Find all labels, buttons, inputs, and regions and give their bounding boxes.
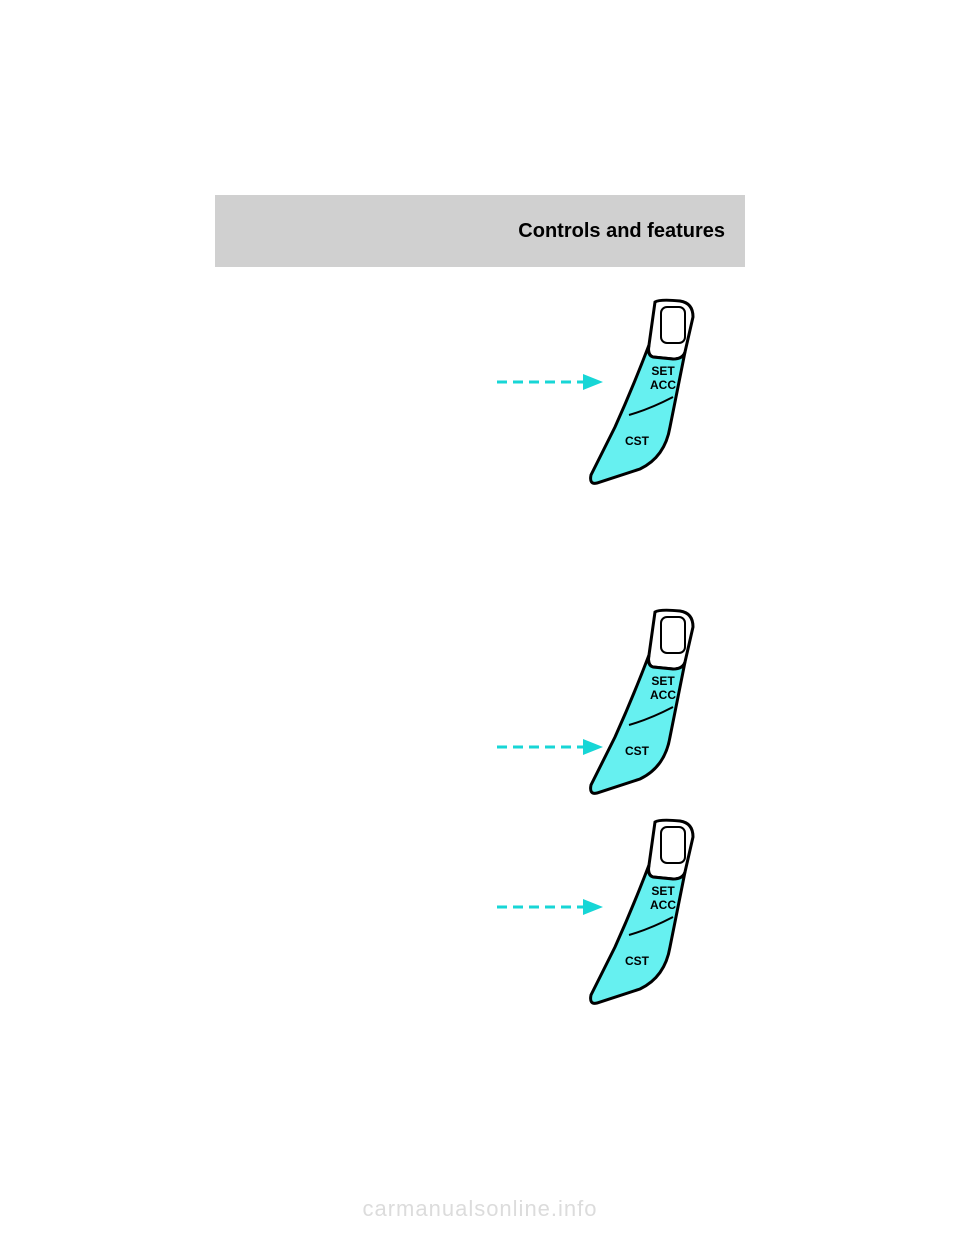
- lever-label-bottom: CST: [625, 744, 650, 758]
- lever-label-bottom: CST: [625, 434, 650, 448]
- section-header: Controls and features: [215, 195, 745, 267]
- cruise-lever-2: SETACC CST: [585, 607, 715, 797]
- lever-label-top: ACC: [650, 898, 676, 912]
- content-wrap: Controls and features SETACCCSTSETACCCST…: [215, 195, 745, 297]
- watermark-text: carmanualsonline.info: [0, 1196, 960, 1222]
- lever-label-top: ACC: [650, 688, 676, 702]
- lever-label-top: SET: [651, 884, 675, 898]
- lever-label-bottom: CST: [625, 954, 650, 968]
- pointer-arrow-1: [495, 370, 605, 394]
- lever-label-top: SET: [651, 674, 675, 688]
- body-area: SETACCCSTSETACCCSTSETACCCST: [215, 267, 745, 297]
- section-title: Controls and features: [518, 220, 725, 243]
- page: Controls and features SETACCCSTSETACCCST…: [0, 0, 960, 1242]
- pointer-arrow-3: [495, 895, 605, 919]
- lever-label-top: SET: [651, 364, 675, 378]
- lever-label-top: ACC: [650, 378, 676, 392]
- pointer-arrow-2: [495, 735, 605, 759]
